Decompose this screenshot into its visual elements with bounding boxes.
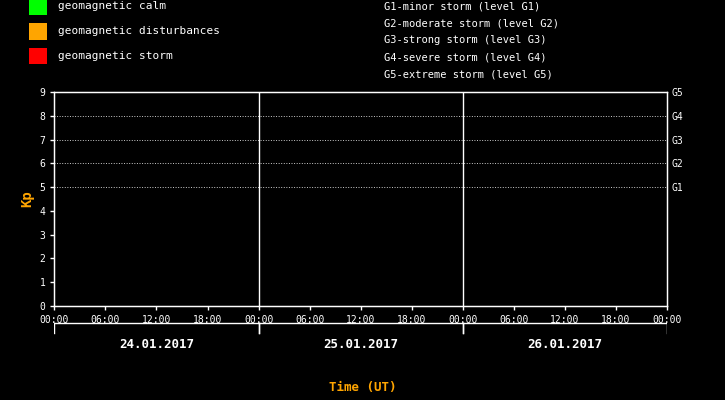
Text: G3-strong storm (level G3): G3-strong storm (level G3): [384, 35, 547, 45]
Text: G1-minor storm (level G1): G1-minor storm (level G1): [384, 2, 541, 12]
Text: 26.01.2017: 26.01.2017: [527, 338, 602, 350]
Text: 25.01.2017: 25.01.2017: [323, 338, 398, 350]
Bar: [29, 48, 47, 64]
Text: Time (UT): Time (UT): [328, 381, 397, 394]
Text: geomagnetic disturbances: geomagnetic disturbances: [58, 26, 220, 36]
Text: geomagnetic storm: geomagnetic storm: [58, 51, 173, 61]
Text: 24.01.2017: 24.01.2017: [119, 338, 194, 350]
Text: G2-moderate storm (level G2): G2-moderate storm (level G2): [384, 18, 559, 28]
Bar: [29, 0, 47, 15]
Bar: [29, 23, 47, 40]
Text: G4-severe storm (level G4): G4-severe storm (level G4): [384, 52, 547, 62]
Text: G5-extreme storm (level G5): G5-extreme storm (level G5): [384, 69, 553, 79]
Text: geomagnetic calm: geomagnetic calm: [58, 2, 166, 12]
Y-axis label: Kp: Kp: [20, 191, 34, 207]
